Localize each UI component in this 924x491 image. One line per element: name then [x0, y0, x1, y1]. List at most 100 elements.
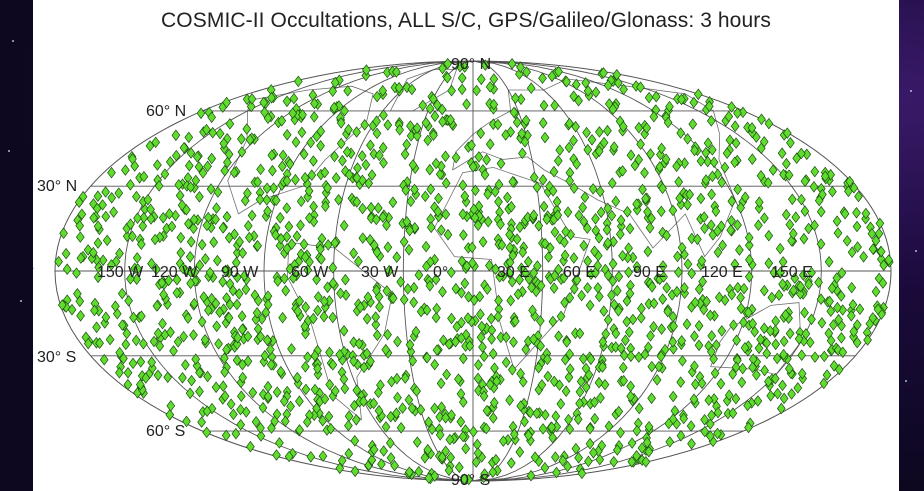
occultation-point	[288, 107, 298, 120]
occultation-point	[875, 217, 885, 230]
occultation-point	[406, 120, 415, 132]
occultation-point	[218, 222, 228, 234]
occultation-point	[259, 355, 269, 368]
occultation-point	[166, 400, 176, 412]
occultation-point	[165, 156, 175, 168]
occultation-point	[690, 330, 699, 342]
occultation-point	[83, 337, 93, 350]
occultation-point	[753, 395, 763, 407]
occultation-point	[665, 100, 674, 113]
occultation-point	[672, 285, 682, 298]
occultation-point	[657, 323, 666, 335]
occultation-point	[114, 187, 124, 199]
occultation-point	[554, 65, 563, 78]
occultation-point	[521, 343, 531, 356]
occultation-point	[732, 334, 741, 347]
occultation-point	[599, 305, 609, 317]
occultation-point	[381, 343, 391, 356]
occultation-point	[476, 331, 486, 344]
occultation-point	[683, 199, 692, 211]
occultation-point	[358, 202, 367, 215]
occultation-point	[701, 174, 711, 186]
occultation-point	[115, 247, 124, 260]
occultation-point	[421, 117, 431, 129]
occultation-point	[310, 350, 320, 362]
occultation-point	[445, 433, 455, 446]
occultation-point	[189, 297, 199, 310]
occultation-point	[203, 370, 212, 383]
occultation-point	[612, 284, 622, 297]
occultation-point	[352, 384, 362, 397]
occultation-point	[225, 298, 235, 311]
occultation-point	[593, 282, 603, 294]
occultation-point	[270, 415, 279, 428]
occultation-point	[203, 160, 212, 173]
occultation-point	[202, 123, 211, 136]
occultation-point	[183, 312, 193, 324]
occultation-point	[393, 335, 402, 348]
occultation-point	[564, 371, 574, 383]
occultation-point	[319, 295, 329, 308]
occultation-point	[412, 122, 422, 134]
occultation-point	[132, 273, 142, 285]
occultation-point	[174, 179, 184, 191]
occultation-point	[221, 264, 230, 277]
occultation-point	[626, 149, 636, 161]
occultation-point	[789, 284, 798, 297]
occultation-point	[316, 243, 325, 255]
occultation-point	[171, 209, 180, 222]
occultation-point	[186, 181, 195, 193]
occultation-point	[510, 315, 520, 327]
occultation-point	[115, 366, 124, 379]
occultation-point	[260, 349, 270, 362]
occultation-point	[437, 401, 446, 413]
occultation-point	[318, 414, 328, 427]
occultation-point	[349, 247, 358, 260]
occultation-point	[328, 277, 338, 289]
occultation-point	[473, 372, 483, 385]
occultation-point	[258, 401, 268, 414]
occultation-point	[713, 225, 722, 237]
occultation-point	[447, 312, 456, 325]
occultation-point	[627, 456, 637, 468]
occultation-point	[447, 84, 456, 97]
occultation-point	[459, 229, 468, 241]
occultation-point	[800, 306, 809, 319]
occultation-point	[644, 91, 654, 104]
lon-label: 150 W	[97, 264, 144, 281]
occultation-point	[218, 380, 228, 392]
occultation-point	[282, 129, 292, 141]
occultation-point	[360, 119, 370, 131]
occultation-point	[460, 190, 470, 202]
occultation-point	[160, 168, 170, 180]
occultation-point	[645, 222, 655, 234]
occultation-point	[253, 240, 262, 252]
background-star	[905, 380, 907, 382]
occultation-point	[107, 259, 116, 271]
occultation-point	[285, 158, 295, 170]
occultation-point	[296, 219, 305, 232]
occultation-point	[494, 294, 503, 307]
occultation-point	[542, 213, 552, 225]
occultation-point	[508, 175, 518, 188]
occultation-point	[292, 230, 302, 242]
occultation-point	[686, 420, 696, 432]
occultation-point	[451, 282, 461, 295]
occultation-point	[176, 247, 186, 259]
occultation-point	[569, 283, 579, 295]
occultation-point	[101, 311, 111, 324]
occultation-point	[595, 185, 605, 198]
occultation-point	[786, 137, 795, 149]
occultation-point	[731, 137, 741, 149]
occultation-point	[438, 286, 447, 298]
occultation-point	[619, 83, 628, 96]
occultation-point	[507, 200, 516, 213]
occultation-point	[407, 83, 417, 96]
occultation-point	[764, 117, 774, 130]
occultation-point	[759, 284, 769, 297]
occultation-point	[149, 335, 159, 348]
occultation-point	[405, 224, 415, 237]
occultation-point	[501, 356, 511, 369]
occultation-point	[826, 168, 836, 181]
occultation-point	[643, 341, 653, 354]
